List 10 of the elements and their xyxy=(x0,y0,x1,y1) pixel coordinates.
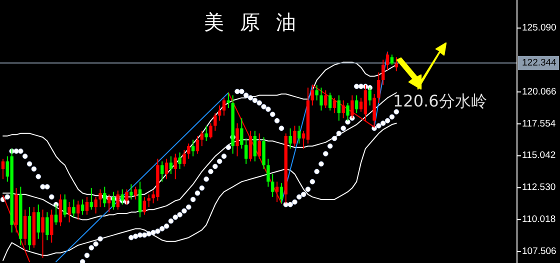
text: 美原油 xyxy=(204,10,312,34)
y-tick-label: 112.530 xyxy=(522,182,556,194)
annotation: 120.6分水岭 xyxy=(393,92,487,110)
ref-line-label: 122.344 xyxy=(522,57,556,68)
y-tick-label: 117.554 xyxy=(522,118,556,130)
y-tick-label: 107.506 xyxy=(522,246,556,257)
y-tick-label: 125.090 xyxy=(522,22,556,34)
y-tick-label: 120.066 xyxy=(522,86,556,98)
y-tick-label: 110.018 xyxy=(522,214,556,226)
y-tick-label: 115.042 xyxy=(522,150,556,162)
